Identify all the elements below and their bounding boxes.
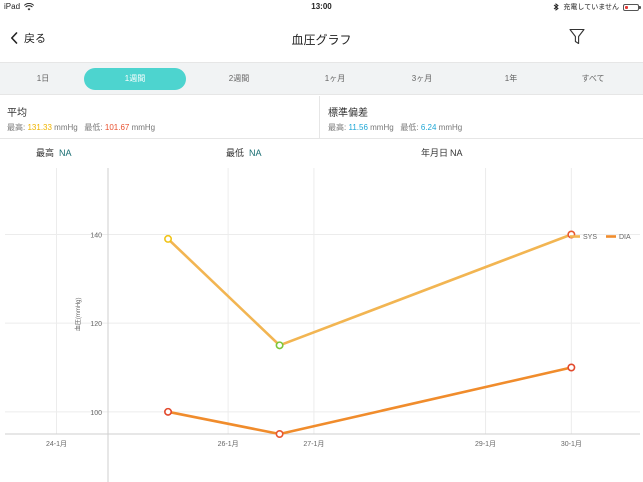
tab-1-month[interactable]: 1ヶ月 bbox=[324, 74, 346, 83]
charging-status: 充電していません bbox=[563, 4, 619, 11]
data-point-dia bbox=[164, 407, 173, 416]
page-title: 血圧グラフ bbox=[291, 33, 352, 47]
x-tick-label: 24-1月 bbox=[46, 440, 67, 448]
tab-1-day[interactable]: 1日 bbox=[36, 74, 50, 83]
back-label: 戻る bbox=[24, 33, 46, 45]
y-axis-label: 血圧(mmHg) bbox=[74, 297, 82, 331]
y-tick-label: 100 bbox=[90, 410, 102, 417]
statistics-panel: 平均 最高: 131.33 mmHg 最低: 101.67 mmHg 標準偏差 … bbox=[0, 96, 643, 139]
mean-low-label: 最低: bbox=[84, 123, 103, 132]
mean-high-unit: mmHg bbox=[54, 123, 78, 132]
stddev-values: 最高: 11.56 mmHg 最低: 6.24 mmHg bbox=[328, 122, 462, 133]
stddev-title: 標準偏差 bbox=[328, 108, 368, 119]
data-point-sys bbox=[275, 341, 284, 350]
selected-low-label: 最低 bbox=[226, 148, 245, 158]
stddev-high-unit: mmHg bbox=[370, 123, 394, 132]
filter-icon[interactable] bbox=[569, 28, 585, 46]
stddev-high-label: 最高: bbox=[328, 123, 347, 132]
mean-low-value: 101.67 bbox=[104, 123, 130, 132]
selected-high-value: NA bbox=[59, 148, 72, 158]
mean-title: 平均 bbox=[7, 108, 27, 119]
back-button[interactable]: 戻る bbox=[10, 30, 46, 46]
tab-3-months[interactable]: 3ヶ月 bbox=[411, 74, 433, 83]
stddev-high-value: 11.56 bbox=[348, 123, 368, 132]
y-tick-label: 120 bbox=[90, 321, 102, 328]
selected-high: 最高 NA bbox=[36, 146, 72, 159]
data-point-dia bbox=[275, 429, 284, 438]
selected-point-readout: 最高 NA 最低 NA 年月日 NA bbox=[0, 144, 643, 160]
mean-low-unit: mmHg bbox=[131, 123, 156, 132]
x-tick-label: 29-1月 bbox=[475, 440, 496, 448]
bluetooth-icon bbox=[554, 3, 560, 11]
chevron-left-icon bbox=[11, 32, 18, 44]
selected-low-value: NA bbox=[249, 148, 262, 158]
blood-pressure-chart[interactable]: 100 120 140 24-1月 26-1月 27-1月 29-1月 30-1月 血圧(mmH… bbox=[0, 160, 643, 482]
x-tick-label: 30-1月 bbox=[561, 440, 582, 448]
mean-high-label: 最高: bbox=[7, 123, 26, 132]
device-name: iPad bbox=[4, 2, 21, 11]
status-time: 13:00 bbox=[311, 2, 332, 11]
tab-2-weeks[interactable]: 2週間 bbox=[228, 74, 250, 83]
selected-date-label: 年月日 bbox=[421, 148, 449, 158]
data-point-sys bbox=[164, 234, 173, 243]
mean-values: 最高: 131.33 mmHg 最低: 101.67 mmHg bbox=[7, 122, 155, 133]
stddev-low-unit: mmHg bbox=[438, 123, 463, 132]
navigation-bar: 戻る 血圧グラフ bbox=[0, 22, 643, 56]
selected-date: 年月日 NA bbox=[421, 146, 463, 159]
stats-divider bbox=[319, 96, 320, 138]
period-tabs: 1日 1週間 2週間 1ヶ月 3ヶ月 1年 すべて bbox=[0, 62, 643, 95]
wifi-icon bbox=[24, 2, 35, 10]
stddev-low-label: 最低: bbox=[400, 123, 419, 132]
data-point-dia bbox=[567, 363, 576, 372]
selected-date-value: NA bbox=[450, 148, 463, 158]
mean-high-value: 131.33 bbox=[27, 123, 52, 132]
selected-low: 最低 NA bbox=[226, 146, 262, 159]
stddev-low-value: 6.24 bbox=[420, 123, 437, 132]
x-tick-label: 26-1月 bbox=[218, 440, 239, 448]
status-bar: iPad 13:00 充電していません bbox=[0, 0, 643, 14]
legend-label-sys: SYS bbox=[583, 234, 597, 241]
battery-icon bbox=[623, 3, 641, 11]
tab-1-week[interactable]: 1週間 bbox=[84, 68, 186, 90]
tab-1-year[interactable]: 1年 bbox=[504, 74, 518, 83]
tab-all[interactable]: すべて bbox=[581, 74, 605, 83]
legend-label-dia: DIA bbox=[619, 234, 631, 241]
x-tick-label: 27-1月 bbox=[303, 440, 324, 448]
y-tick-label: 140 bbox=[90, 233, 102, 240]
selected-high-label: 最高 bbox=[36, 148, 55, 158]
